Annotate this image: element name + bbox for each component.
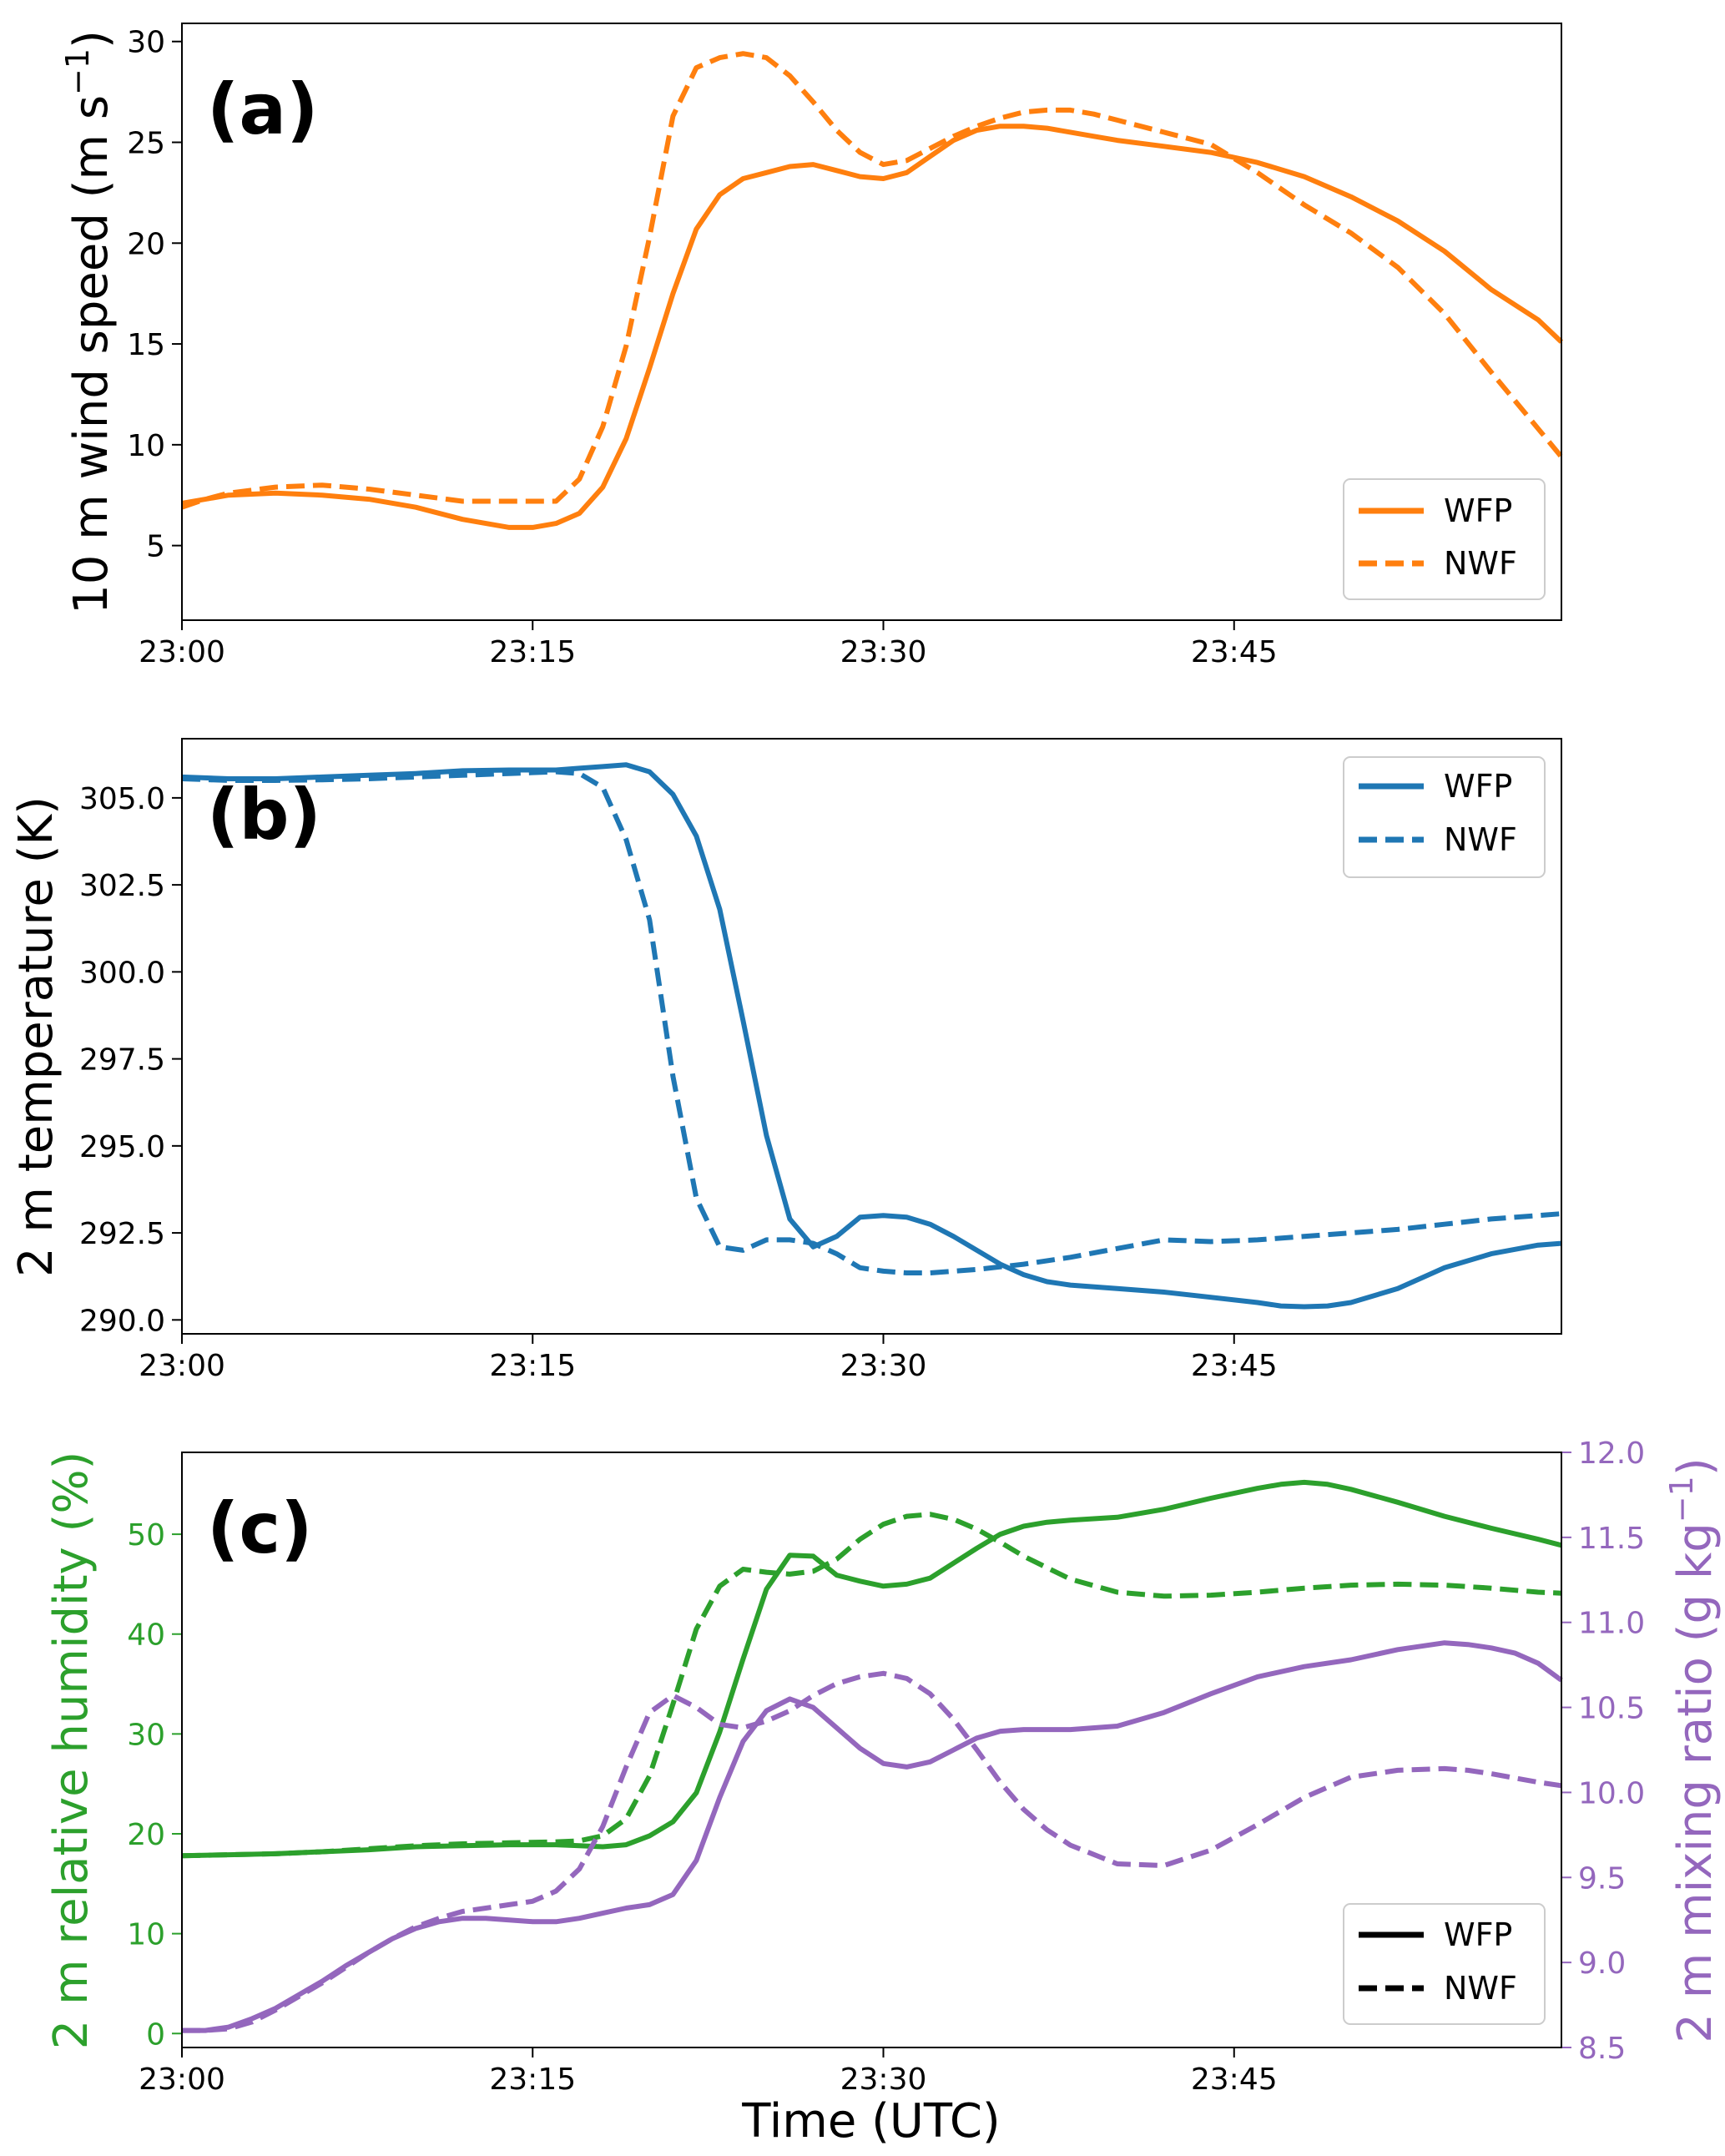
panel-c-xtick-label-0: 23:00 [139,2063,225,2097]
panel-c-y2tick-label-5: 11.0 [1578,1607,1645,1641]
panel-c-ylabel-right: 2 m mixing ratio (g kg−1) [1663,1457,1722,2042]
panel-b-xtick-label-2: 23:30 [840,1349,927,1383]
legend-a: WFP NWF [1343,478,1546,600]
panel-b-series-wfp [181,762,1562,1310]
panel-b-frame [181,738,1562,1335]
panel-c-series-nwf-mixing-ratio [182,1670,1562,2033]
panel-c-series-nwf-relative-humidity [181,1512,1562,1859]
panel-c-y2tick-label-4: 10.5 [1578,1692,1645,1726]
panel-a-ylabel-superscript: −1 [59,48,96,95]
panel-c-ytick-label-0: 0 [146,2017,165,2052]
panel-a-xtick-label-0: 23:00 [139,635,225,669]
panel-c-y2tick-label-0: 8.5 [1578,2032,1626,2066]
panel-a-ytick-label-2: 15 [127,328,165,362]
panel-b-xtick-label-1: 23:15 [489,1349,576,1383]
panel-b-xtick-label-3: 23:45 [1191,1349,1278,1383]
legend-a-wfp-label: WFP [1444,492,1512,529]
panel-b-xtick-label-0: 23:00 [139,1349,225,1383]
panel-b-axes: 23:00 23:15 23:30 23:45 290.0 292.5 295.0 297.5… [79,782,1278,1383]
panel-c-y2tick-label-2: 9.5 [1578,1861,1626,1896]
panel-b-ytick-label-1: 292.5 [79,1217,165,1251]
panel-b-ytick-label-5: 302.5 [79,869,165,903]
panel-c: 23:00 23:15 23:30 23:45 0 10 20 30 40 50 8.5 9.0 9.5… [44,1436,1722,2148]
panel-c-ytick-label-2: 20 [127,1818,165,1852]
panel-c-series-wfp-relative-humidity [181,1479,1562,1859]
panel-a-letter: (a) [207,68,318,150]
panel-b-ytick-label-0: 290.0 [79,1304,165,1338]
panel-a-series-nwf [181,51,1564,510]
panel-c-y2tick-label-1: 9.0 [1578,1946,1626,1981]
panel-c-frame [181,1452,1562,2048]
panel-a-xtick-label-3: 23:45 [1191,635,1278,669]
panel-a-ytick-label-5: 30 [127,26,165,60]
panel-c-letter: (c) [207,1487,313,1569]
panel-c-axes: 23:00 23:15 23:30 23:45 0 10 20 30 40 50 8.5 9.0 9.5… [127,1436,1645,2097]
panel-a-ytick-label-4: 25 [127,127,165,161]
panel-b-ylabel: 2 m temperature (K) [9,796,63,1277]
panel-c-ytick-label-4: 40 [127,1618,165,1653]
panel-c-ylabel-right-superscript: −1 [1663,1476,1700,1522]
panel-b-letter: (b) [207,774,321,856]
panel-b-ytick-label-6: 305.0 [79,782,165,816]
panel-c-xtick-label-3: 23:45 [1191,2063,1278,2097]
panel-a: 23:00 23:15 23:30 23:45 5 10 15 20 25 30 (a) 10 m… [59,23,1564,669]
panel-a-ytick-label-0: 5 [146,530,165,564]
panel-a-axes: 23:00 23:15 23:30 23:45 5 10 15 20 25 30 [127,26,1277,669]
panel-c-ytick-label-1: 10 [127,1918,165,1952]
panel-b: 23:00 23:15 23:30 23:45 290.0 292.5 295.0 297.5… [9,738,1562,1383]
panel-c-xtick-label-2: 23:30 [840,2063,927,2097]
panel-b-ytick-label-3: 297.5 [79,1043,165,1078]
panel-c-xlabel: Time (UTC) [741,2094,1001,2148]
panel-b-series [181,762,1562,1310]
panel-c-y2tick-label-7: 12.0 [1578,1436,1645,1471]
panel-c-ylabel-right-main: 2 m mixing ratio (g kg [1668,1522,1722,2043]
panel-c-y2tick-label-6: 11.5 [1578,1522,1645,1556]
panel-a-series [181,51,1564,530]
panel-a-ytick-label-3: 20 [127,227,165,261]
panel-b-series-nwf [181,769,1562,1275]
panel-c-ytick-label-3: 30 [127,1718,165,1752]
legend-c-nwf-label: NWF [1444,1970,1517,2007]
panel-c-ylabel-right-close: ) [1668,1457,1722,1476]
panel-b-ytick-label-4: 300.0 [79,956,165,990]
legend-b-nwf-label: NWF [1444,821,1517,858]
panel-b-ytick-label-2: 295.0 [79,1130,165,1164]
panel-a-xtick-label-2: 23:30 [840,635,927,669]
panel-a-series-wfp [181,124,1564,530]
panel-a-ylabel: 10 m wind speed (m s−1) [59,30,119,614]
panel-c-y2tick-label-3: 10.0 [1578,1776,1645,1810]
panel-c-ylabel-left: 2 m relative humidity (%) [44,1452,98,2050]
panel-a-ylabel-close: ) [64,30,119,48]
legend-a-nwf-label: NWF [1444,545,1517,582]
panel-c-ytick-label-5: 50 [127,1518,165,1553]
panel-a-frame [181,23,1562,621]
panel-c-series [181,1479,1563,2033]
legend-b-wfp-label: WFP [1444,768,1512,805]
legend-c-wfp-label: WFP [1444,1916,1512,1953]
legend-b: WFP NWF [1343,756,1546,878]
panel-a-ylabel-main: 10 m wind speed (m s [64,95,119,614]
panel-a-xtick-label-1: 23:15 [489,635,576,669]
panel-a-ytick-label-1: 10 [127,429,165,463]
legend-c: WFP NWF [1343,1903,1546,2025]
panel-c-xtick-label-1: 23:15 [489,2063,576,2097]
